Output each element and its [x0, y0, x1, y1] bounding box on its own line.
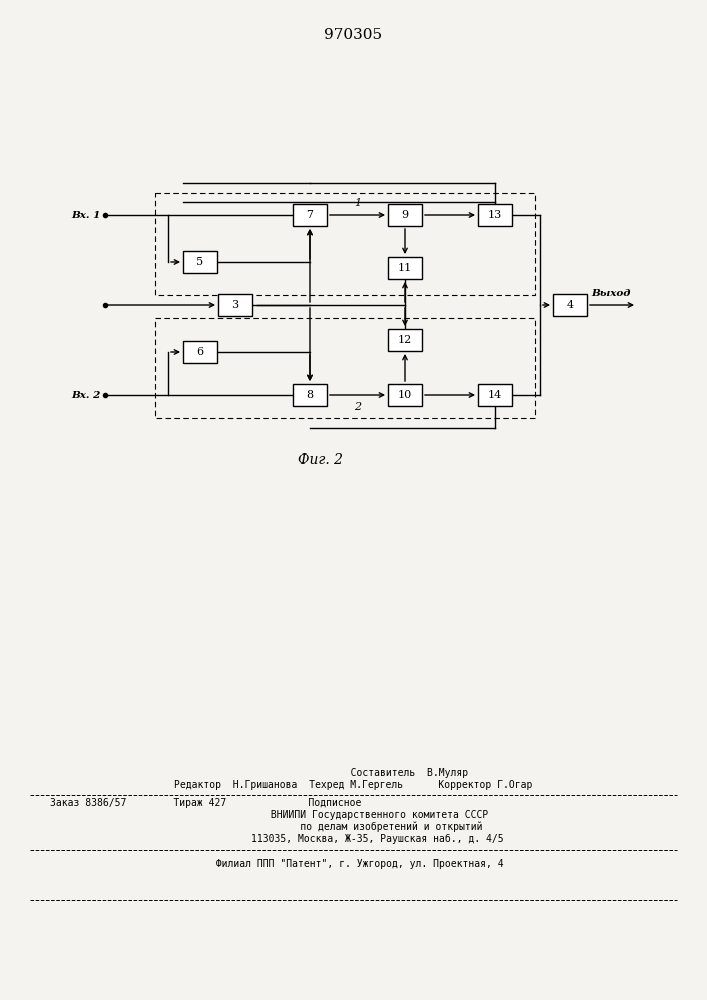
Text: 8: 8 [306, 390, 314, 400]
Text: 970305: 970305 [325, 28, 382, 42]
Text: 11: 11 [398, 263, 412, 273]
Bar [553, 294, 587, 316]
Text: Филиал ППП "Патент", г. Ужгород, ул. Проектная, 4: Филиал ППП "Патент", г. Ужгород, ул. Про… [204, 859, 503, 869]
Text: 4: 4 [566, 300, 573, 310]
Text: 3: 3 [231, 300, 238, 310]
Text: 10: 10 [398, 390, 412, 400]
Bar [388, 384, 422, 406]
Text: по делам изобретений и открытий: по делам изобретений и открытий [224, 822, 483, 832]
Bar [388, 257, 422, 279]
Bar [388, 204, 422, 226]
Bar [478, 384, 512, 406]
Text: 13: 13 [488, 210, 502, 220]
Text: 14: 14 [488, 390, 502, 400]
Text: 113035, Москва, Ж-35, Раушская наб., д. 4/5: 113035, Москва, Ж-35, Раушская наб., д. … [204, 834, 503, 844]
Text: 6: 6 [197, 347, 204, 357]
Bar [388, 329, 422, 351]
Text: Вх. 1: Вх. 1 [71, 211, 101, 220]
Text: 9: 9 [402, 210, 409, 220]
Text: 7: 7 [307, 210, 313, 220]
Text: Заказ 8386/57        Тираж 427              Подписное: Заказ 8386/57 Тираж 427 Подписное [50, 798, 361, 808]
Text: Фиг. 2: Фиг. 2 [298, 453, 342, 467]
Text: ВНИИПИ Государственного комитета СССР: ВНИИПИ Государственного комитета СССР [218, 810, 489, 820]
Text: Редактор  Н.Гришанова  Техред М.Гергель      Корректор Г.Огар: Редактор Н.Гришанова Техред М.Гергель Ко… [175, 780, 532, 790]
Text: 12: 12 [398, 335, 412, 345]
Bar [218, 294, 252, 316]
Bar [183, 251, 217, 273]
Bar [183, 341, 217, 363]
Bar [155, 318, 535, 418]
Text: 5: 5 [197, 257, 204, 267]
Text: 2: 2 [354, 402, 361, 412]
Bar [293, 204, 327, 226]
Bar [293, 384, 327, 406]
Bar [155, 193, 535, 295]
Text: Составитель  В.Муляр: Составитель В.Муляр [239, 768, 468, 778]
Bar [478, 204, 512, 226]
Text: 1: 1 [354, 198, 361, 208]
Text: Вх. 2: Вх. 2 [71, 390, 101, 399]
Text: Выход: Выход [591, 288, 631, 298]
